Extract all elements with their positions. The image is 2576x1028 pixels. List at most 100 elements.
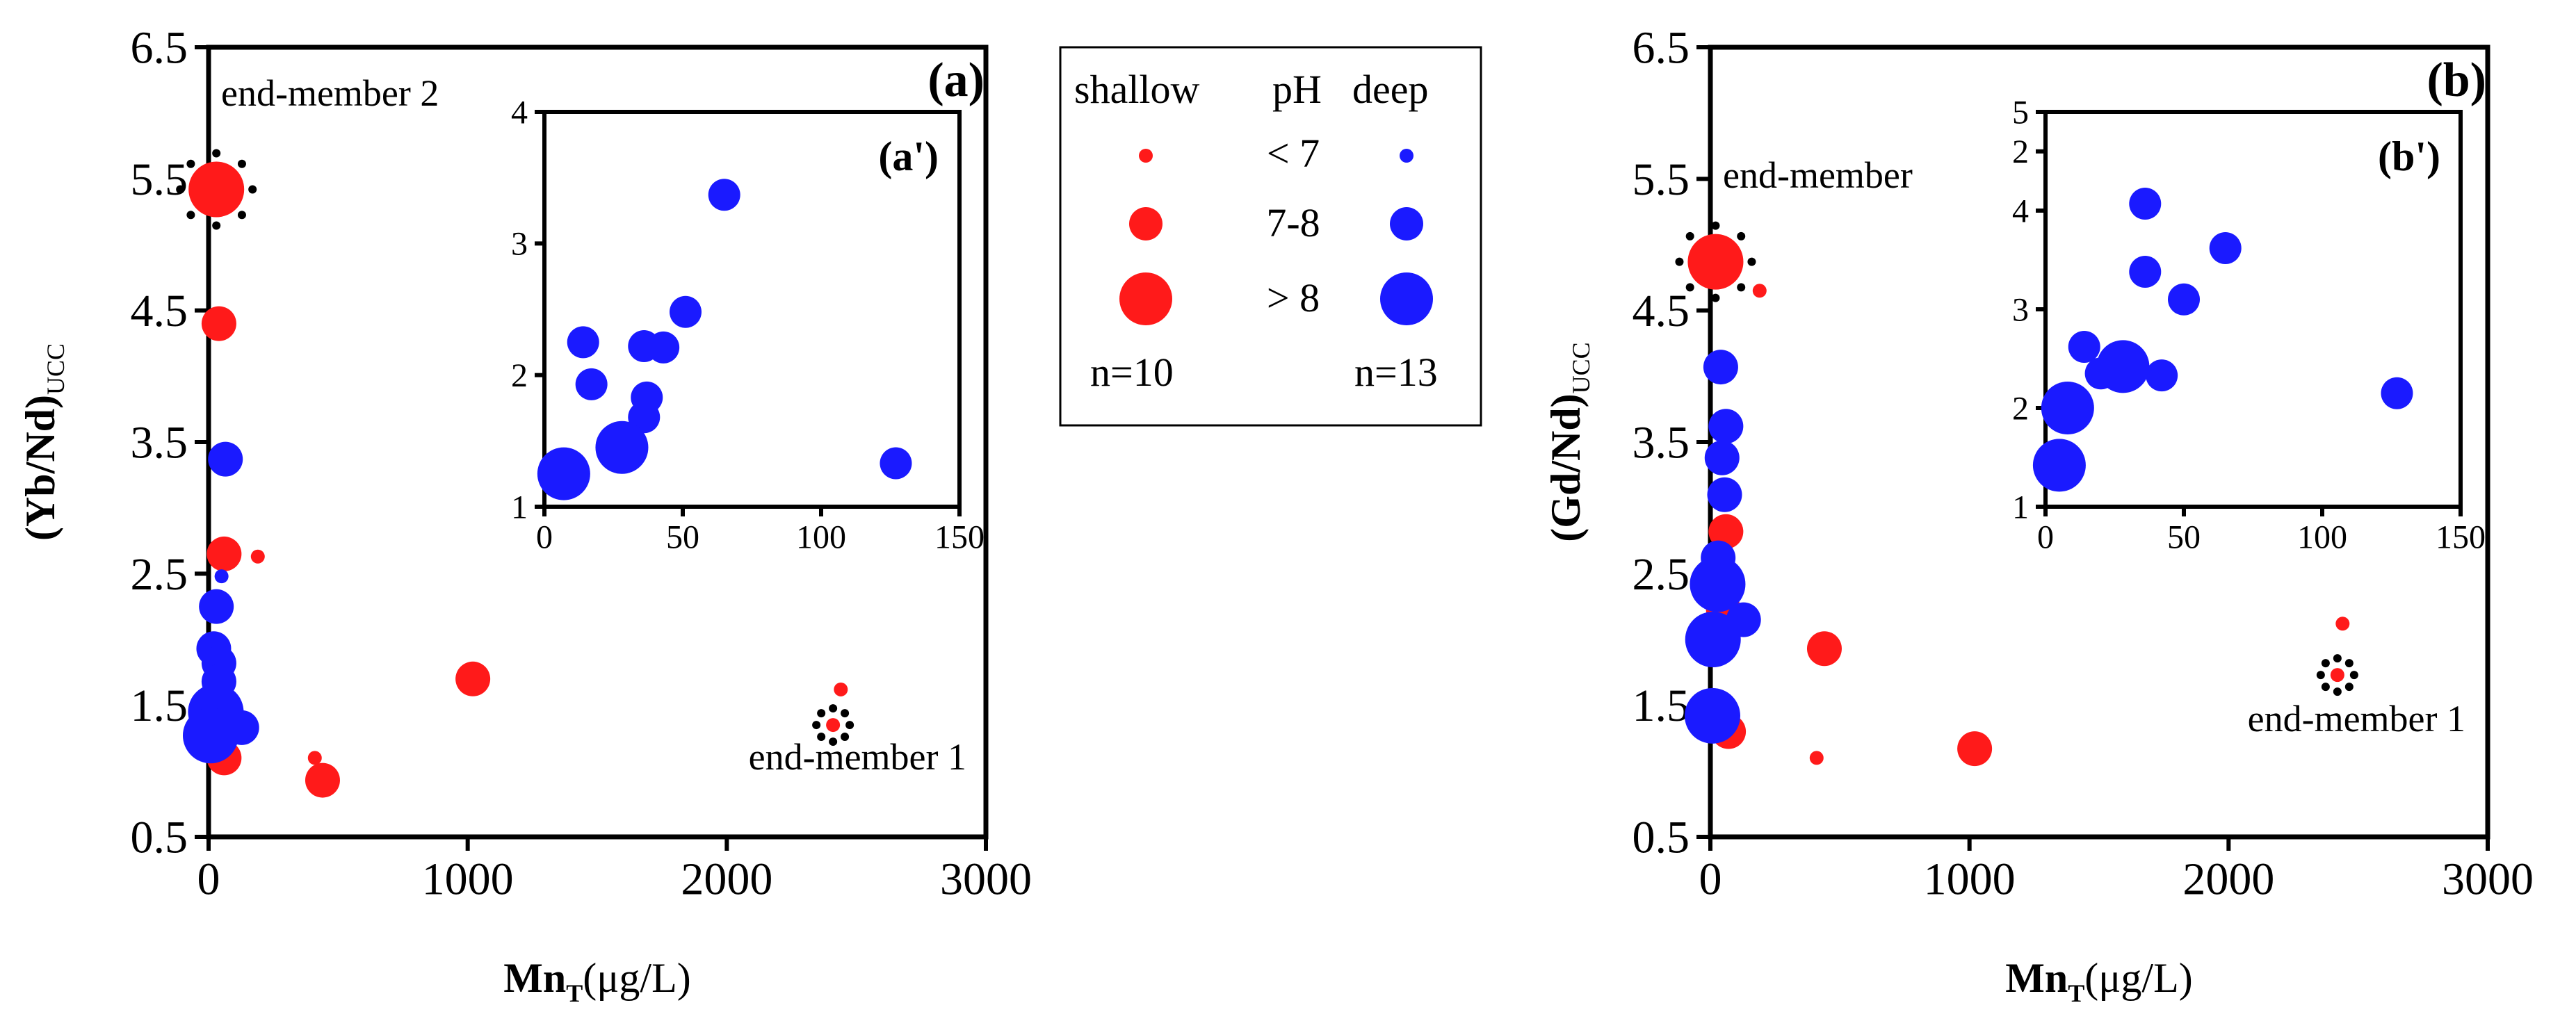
panel-b-deep-point [1685,612,1741,667]
panel-a-end-member-ring-dot [212,149,221,158]
panel-a-y-tick-label: 0.5 [131,812,188,863]
panel-b-deep-point [1704,440,1740,475]
legend-n-deep: n=13 [1354,350,1438,395]
panel-b-end-member-ring-dot [1711,293,1720,302]
legend-deep-ph-gt8-marker [1380,272,1433,325]
panel-b-deep-point [1684,687,1740,744]
panel-a-deep-point [199,589,234,624]
panel-b-annotation-end-member: end-member [1723,154,1913,196]
panel-b-inset-y-tick-label: 2 [2012,390,2029,427]
panel-b-x-tick-label: 2000 [2182,854,2274,905]
panel-a-y-tick-label: 6.5 [131,22,188,73]
panel-b-x-axis-label: MnT(μg/L) [2005,955,2192,1007]
panel-a-label: (a) [927,54,985,107]
panel-b-end-member-ring-dot [2321,659,2330,668]
panel-a: 0 1000 2000 3000 0.5 1.5 2.5 3.5 4.5 5.5 6.5 0 50 10… [17,22,1032,1007]
panel-a-inset-y-tick-label: 2 [511,357,528,394]
panel-b-end-member-ring-dot [2333,687,2342,696]
legend: shallow pH deep < 7 7-8 > 8 n=10 n=13 [1059,46,1482,427]
panel-b-end-member-ring-dot [1737,231,1746,240]
panel-b-end-member-ring-dot [2344,683,2354,692]
panel-a-y-tick-label: 3.5 [131,417,188,468]
panel-b: 0 1000 2000 3000 0.5 1.5 2.5 3.5 4.5 5.5 6.5 0 50 10… [1543,22,2534,1007]
panel-b-deep-point [1707,477,1742,512]
legend-deep-ph-7-8-marker [1390,207,1423,240]
panel-a-inset-x-tick-label: 50 [666,519,699,556]
panel-a-shallow-point [826,718,841,733]
panel-b-y-tick-label: 4.5 [1633,286,1690,336]
panel-b-inset-label: (b') [2378,133,2440,179]
panel-b-shallow-point [2330,668,2344,683]
panel-b-end-member-ring-dot [2344,659,2354,668]
panel-b-label: (b) [2427,54,2486,107]
legend-row-ph-gt8: > 8 [1267,275,1320,320]
panel-b-deep-point [1690,556,1746,612]
panel-b-inset-deep-point [2032,439,2086,492]
panel-a-shallow-point [201,306,236,341]
panel-b-y-tick-label: 3.5 [1633,417,1690,468]
legend-frame [1059,46,1482,427]
panel-a-x-tick-label: 0 [197,854,220,905]
panel-a-inset-y-tick-label: 4 [511,94,528,131]
legend-shallow-ph-7-8-marker [1129,207,1163,240]
panel-a-end-member-ring-dot [841,733,850,742]
panel-a-inset-axis-ticks: 0 50 100 150 1 2 3 4 [511,94,985,555]
panel-a-shallow-point [206,536,242,571]
panel-b-inset-deep-point [2129,188,2162,220]
panel-a-x-tick-label: 2000 [681,854,772,905]
panel-b-end-member-ring-dot [2333,654,2342,663]
panel-a-end-member-ring-dot [212,221,221,230]
panel-b-shallow-point [1752,284,1767,298]
panel-b-deep-point [1708,409,1744,444]
panel-a-deep-point [182,708,238,764]
panel-b-y-tick-label: 5.5 [1633,154,1690,205]
panel-b-end-member-ring-dot [2316,671,2325,680]
legend-row-ph-lt7: < 7 [1267,131,1320,176]
panel-a-x-axis-label: MnT(μg/L) [503,955,690,1007]
legend-n-shallow: n=10 [1090,350,1174,395]
panel-a-end-member-ring-dot [817,733,826,742]
panel-a-deep-point [208,441,243,477]
legend-shallow-ph-lt7-marker [1139,149,1153,163]
panel-a-annotation-end-member-2: end-member 2 [221,72,439,114]
panel-a-inset-deep-point [669,295,702,328]
panel-b-end-member-ring-dot [1675,257,1684,266]
panel-a-shallow-point [455,661,491,696]
panel-a-shallow-point [250,549,265,564]
panel-a-end-member-ring-dot [829,737,838,746]
panel-b-inset-x-tick-label: 50 [2167,519,2201,556]
panel-a-end-member-ring-dot [186,211,195,220]
panel-b-y-tick-label: 2.5 [1633,549,1690,600]
legend-shallow-ph-gt8-marker [1119,272,1172,325]
panel-a-inset-deep-point [595,421,649,474]
panel-a-y-tick-label: 1.5 [131,680,188,731]
panel-b-inset-scatter-points [2032,188,2413,492]
panel-b-inset-x-tick-label: 100 [2297,519,2347,556]
panel-b-end-member-ring-dot [1747,257,1756,266]
panel-b-x-tick-label: 1000 [1924,854,2016,905]
panel-a-y-axis-label: (Yb/Nd)UCC [17,343,70,541]
panel-b-inset-y-tick-label: 2 [2012,133,2029,170]
panel-a-y-tick-label: 4.5 [131,286,188,336]
panel-a-inset-x-tick-label: 0 [536,519,553,556]
panel-a-inset-frame [542,110,962,509]
panel-a-inset-x-tick-label: 150 [934,519,985,556]
panel-a-end-member-ring-dot [841,709,850,718]
panel-a-x-tick-label: 1000 [422,854,514,905]
panel-a-end-member-ring-dot [237,211,246,220]
panel-b-y-tick-label: 1.5 [1633,680,1690,731]
panel-b-end-member-ring-dot [2349,671,2358,680]
panel-b-annotation-end-member-1: end-member 1 [2248,698,2465,740]
panel-a-annotation-end-member-1: end-member 1 [749,736,966,778]
panel-a-inset-y-tick-label: 1 [511,489,528,525]
panel-a-end-member-ring-dot [812,721,821,730]
panel-b-y-tick-label: 0.5 [1633,812,1690,863]
panel-b-scatter-points [1675,221,2358,767]
panel-b-inset-frame [2043,110,2463,509]
panel-a-end-member-ring-dot [186,159,195,168]
legend-deep-ph-lt7-marker [1400,149,1413,163]
panel-b-end-member-ring-dot [1711,221,1720,230]
panel-b-shallow-point [1708,514,1744,549]
panel-a-end-member-ring-dot [248,185,257,194]
